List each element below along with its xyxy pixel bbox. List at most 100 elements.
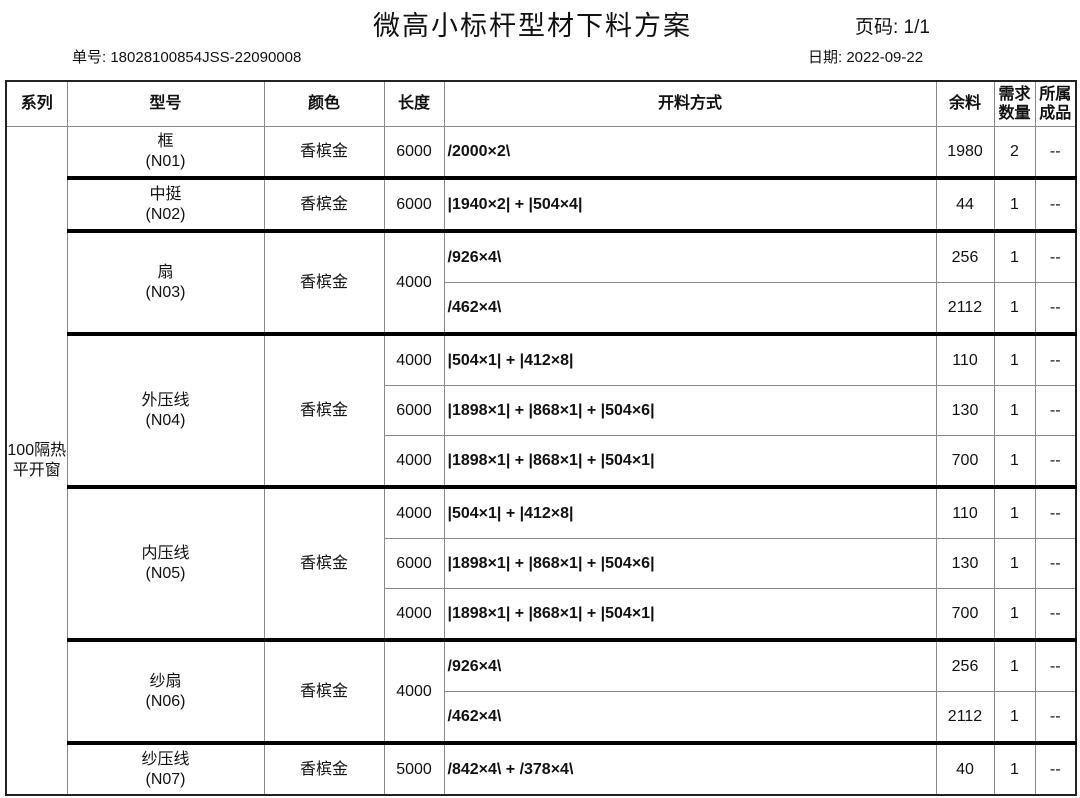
table-row: 6000 |1898×1| + |868×1| + |504×6| 130 1 --: [6, 538, 1077, 589]
remain-cell: 700: [935, 588, 995, 641]
remain-cell: 256: [935, 638, 995, 692]
length-cell: 6000: [383, 385, 445, 436]
length-cell: 4000: [383, 588, 445, 641]
table-row: 扇 (N03) 香槟金 4000/926×4\ 256 1 --: [6, 229, 1077, 335]
remain-cell: 44: [935, 176, 995, 232]
col-length: 长度: [383, 80, 445, 127]
model-name: 外压线: [141, 391, 190, 409]
col-series: 系列: [5, 80, 68, 127]
model-code: (N06): [145, 692, 186, 710]
color-cell: 香槟金: [263, 229, 385, 335]
model-name: 中挺: [149, 185, 182, 203]
remain-cell: 1980: [935, 126, 995, 179]
model-code: (N05): [145, 564, 186, 582]
remain-cell: 40: [935, 741, 995, 796]
model-name: 内压线: [141, 544, 190, 562]
qty-cell: 2: [993, 126, 1036, 179]
model-code: (N02): [145, 205, 186, 223]
remain-cell: 130: [935, 385, 995, 436]
length-cell: 4000: [383, 229, 445, 335]
col-model: 型号: [66, 80, 265, 127]
cut-method-cell: |1898×1| + |868×1| + |504×1|: [443, 588, 937, 641]
model-code: (N03): [145, 283, 186, 301]
product-cell: --: [1034, 332, 1077, 386]
table-row: 纱扇 (N06) 香槟金 4000/926×4\ 256 1 --: [6, 638, 1077, 744]
cut-method-cell: /462×4\: [443, 282, 937, 335]
table-row: 内压线 (N05) 香槟金 4000 |504×1| + |412×8| 110 1 --: [6, 485, 1077, 641]
model-name: 框: [157, 132, 174, 150]
model-cell: 框 (N01): [66, 126, 265, 179]
table-row: 4000 |1898×1| + |868×1| + |504×1| 700 1 --: [6, 588, 1077, 641]
table-row: 纱压线 (N07) 香槟金 5000/842×4\ + /378×4\ 40 1 --: [6, 741, 1077, 796]
cut-method-cell: |1898×1| + |868×1| + |504×6|: [443, 538, 937, 589]
product-cell: --: [1034, 435, 1077, 488]
cut-method-cell: |1940×2| + |504×4|: [443, 176, 937, 232]
model-cell: 纱扇 (N06): [66, 638, 265, 744]
model-cell: 外压线 (N04): [66, 332, 265, 488]
table-row: 4000 |1898×1| + |868×1| + |504×1| 700 1 --: [6, 435, 1077, 488]
product-cell: --: [1034, 126, 1077, 179]
model-name: 纱扇: [149, 672, 182, 690]
qty-cell: 1: [993, 176, 1036, 232]
table-row: 6000 |1898×1| + |868×1| + |504×6| 130 1 --: [6, 385, 1077, 436]
cut-method-cell: /462×4\: [443, 691, 937, 744]
product-cell: --: [1034, 741, 1077, 796]
remain-cell: 2112: [935, 282, 995, 335]
table-row: 外压线 (N04) 香槟金 4000 |504×1| + |412×8| 110 1 --: [6, 332, 1077, 488]
remain-cell: 256: [935, 229, 995, 283]
cut-method-cell: |504×1| + |412×8|: [443, 485, 937, 539]
length-cell: 6000: [383, 176, 445, 232]
qty-cell: 1: [993, 385, 1036, 436]
model-cell: 内压线 (N05): [66, 485, 265, 641]
length-cell: 5000: [383, 741, 445, 796]
model-name: 扇: [157, 263, 174, 281]
document-date: 日期: 2022-09-22: [808, 49, 924, 66]
qty-cell: 1: [993, 485, 1036, 539]
product-cell: --: [1034, 229, 1077, 283]
cut-method-cell: /2000×2\: [443, 126, 937, 179]
header-row: 系列 型号 颜色 长度 开料方式 余料 需求数量 所属成品: [5, 80, 1077, 127]
product-cell: --: [1034, 691, 1077, 744]
model-cell: 中挺 (N02): [66, 176, 265, 232]
product-cell: --: [1034, 638, 1077, 692]
color-cell: 香槟金: [263, 741, 385, 796]
qty-cell: 1: [993, 741, 1036, 796]
model-code: (N01): [145, 152, 186, 170]
color-cell: 香槟金: [263, 485, 385, 641]
table-row: 100隔热平开窗框 (N01) 香槟金 6000/2000×2\ 1980 2 --: [5, 126, 1077, 795]
series-cell: 100隔热平开窗: [5, 126, 68, 795]
remain-cell: 130: [935, 538, 995, 589]
col-qty: 需求数量: [993, 80, 1036, 127]
model-code: (N04): [145, 411, 186, 429]
cut-method-cell: |504×1| + |412×8|: [443, 332, 937, 386]
table-row: 中挺 (N02) 香槟金 6000 |1940×2| + |504×4| 44 1 --: [6, 176, 1077, 232]
cut-method-cell: |1898×1| + |868×1| + |504×1|: [443, 435, 937, 488]
order-number: 单号: 18028100854JSS-22090008: [72, 49, 302, 66]
col-cut-method: 开料方式: [443, 80, 937, 127]
qty-cell: 1: [993, 638, 1036, 692]
col-remain: 余料: [935, 80, 995, 127]
length-cell: 4000: [383, 638, 445, 744]
cut-method-cell: |1898×1| + |868×1| + |504×6|: [443, 385, 937, 436]
col-color: 颜色: [263, 80, 385, 127]
cut-method-cell: /842×4\ + /378×4\: [443, 741, 937, 796]
color-cell: 香槟金: [263, 638, 385, 744]
cutting-plan-table: 系列 型号 颜色 长度 开料方式 余料 需求数量 所属成品 100隔热平开窗 框 (…: [5, 80, 1077, 796]
length-cell: 4000: [383, 435, 445, 488]
remain-cell: 110: [935, 485, 995, 539]
product-cell: --: [1034, 385, 1077, 436]
qty-cell: 1: [993, 282, 1036, 335]
length-cell: 6000: [383, 126, 445, 179]
length-cell: 4000: [383, 485, 445, 539]
length-cell: 4000: [383, 332, 445, 386]
model-cell: 纱压线 (N07): [66, 741, 265, 796]
document-title: 微高小标杆型材下料方案: [373, 11, 692, 41]
length-cell: 6000: [383, 538, 445, 589]
model-cell: 扇 (N03): [66, 229, 265, 335]
page-number: 页码: 1/1: [855, 17, 930, 38]
qty-cell: 1: [993, 538, 1036, 589]
col-product: 所属成品: [1034, 80, 1077, 127]
product-cell: --: [1034, 485, 1077, 539]
product-cell: --: [1034, 176, 1077, 232]
qty-cell: 1: [993, 332, 1036, 386]
